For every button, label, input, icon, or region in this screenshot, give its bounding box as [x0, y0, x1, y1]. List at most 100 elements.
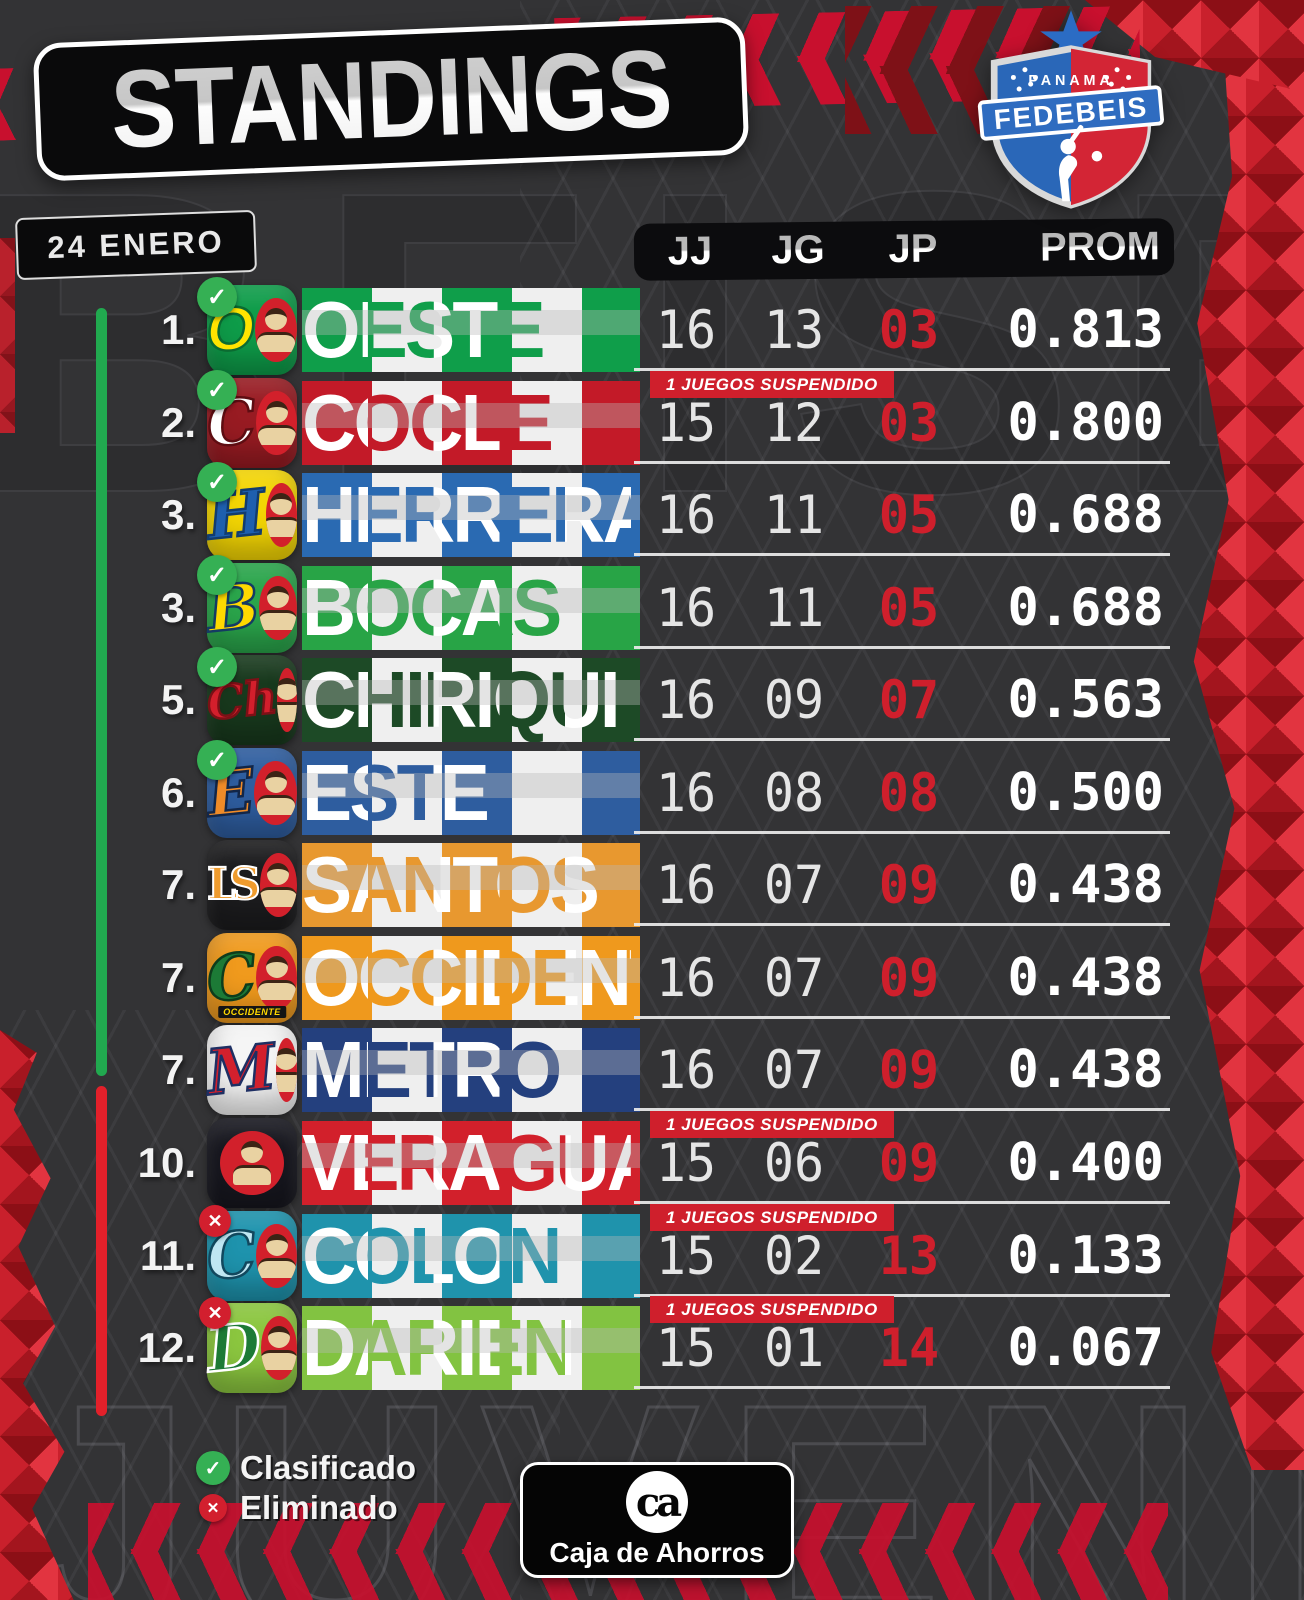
team-stats: 15 02 13 0.133	[634, 1210, 1174, 1302]
stat-jj: 16	[655, 762, 717, 824]
team-name-block: VERAGUAS	[302, 1121, 640, 1205]
stat-prom: 0.688	[1007, 578, 1164, 638]
rank-label: 11.	[139, 1232, 196, 1279]
team-stats: 16 07 09 0.438	[634, 1024, 1174, 1116]
team-name: SANTOS	[302, 843, 600, 927]
team-stats: 16 13 03 0.813	[634, 284, 1174, 376]
sponsor-logo-icon: ca	[626, 1471, 688, 1533]
team-name: OESTE	[302, 288, 546, 372]
team-name-block: METRO	[302, 1028, 640, 1112]
row-divider	[634, 738, 1170, 741]
rank-label: 12.	[137, 1324, 196, 1371]
veraguas-figure-icon	[255, 298, 297, 362]
check-icon: ✓	[197, 740, 237, 780]
stat-jp: 07	[878, 669, 940, 731]
stat-jp: 09	[878, 947, 940, 1009]
stat-jg: 08	[763, 762, 825, 824]
team-logo-letter: M	[202, 1028, 280, 1110]
stat-jp: 03	[878, 299, 940, 361]
stat-prom: 0.688	[1007, 485, 1164, 545]
team-logo-tile: O ✓	[197, 277, 297, 375]
table-row: 3. B ✓ BOCAS 16 11 05 0.688	[0, 555, 1304, 654]
veraguas-figure-icon	[265, 483, 297, 547]
stat-jj: 16	[655, 947, 717, 1009]
stat-jp: 09	[878, 854, 940, 916]
rank-label: 7.	[160, 861, 196, 908]
team-name-block: OESTE	[302, 288, 640, 372]
check-icon: ✓	[197, 555, 237, 595]
table-row: 7. LS SANTOS 16 07 09 0.438	[0, 839, 1304, 931]
rank-label: 3.	[160, 584, 196, 631]
team-logo-tile: B ✓	[197, 555, 297, 653]
title-box: STANDINGS	[32, 16, 750, 182]
stat-jp: 13	[878, 1225, 940, 1287]
team-name-block: COCLE	[302, 381, 640, 465]
team-logo-letter: LS	[206, 858, 262, 911]
team-logo-tile: E ✓	[197, 740, 297, 838]
stat-jg: 01	[763, 1317, 825, 1379]
veraguas-figure-icon	[259, 576, 297, 640]
table-row: 10. VERAGUAS 15 06 09 0.400 1 JUEGOS SUS…	[0, 1111, 1304, 1209]
stat-prom: 0.800	[1007, 393, 1164, 453]
check-icon: ✓	[196, 1451, 230, 1485]
team-name: OCCIDENTE	[302, 936, 640, 1020]
team-name-block: COLON	[302, 1214, 640, 1298]
row-divider	[634, 1386, 1170, 1389]
eliminated-zone-bar	[96, 1086, 107, 1416]
team-stats: 16 07 09 0.438	[634, 932, 1174, 1024]
red-mosaic-lefttop	[0, 238, 15, 433]
x-icon: ✕	[199, 1297, 231, 1329]
table-row: 3. H ✓ HERRERA 16 11 05 0.688	[0, 462, 1304, 561]
check-icon: ✓	[197, 462, 237, 502]
row-divider	[634, 646, 1170, 649]
stat-jg: 13	[763, 299, 825, 361]
table-row: 12. D ✕ DARIEN 15 01 14 0.067 1 JUEGOS S…	[0, 1296, 1304, 1394]
team-name: DARIEN	[302, 1306, 576, 1390]
stat-jg: 07	[763, 947, 825, 1009]
team-name: COLON	[302, 1214, 562, 1298]
row-divider	[634, 1108, 1170, 1111]
legend: ✓ Clasificado ✕ Eliminado	[196, 1448, 416, 1528]
batter-silhouette-icon	[1058, 124, 1103, 202]
stat-jg: 11	[763, 577, 825, 639]
veraguas-figure-icon	[277, 668, 297, 732]
stat-prom: 0.400	[1007, 1133, 1164, 1193]
rank-label: 7.	[160, 954, 196, 1001]
stat-jg: 06	[763, 1132, 825, 1194]
stat-prom: 0.133	[1007, 1226, 1164, 1286]
stat-jj: 15	[655, 1132, 717, 1194]
stat-jg: 07	[763, 1039, 825, 1101]
stat-jg: 09	[763, 669, 825, 731]
veraguas-figure-icon	[259, 853, 297, 917]
team-logo-tile: D ✕	[199, 1297, 297, 1393]
veraguas-figure-icon	[275, 1038, 297, 1102]
stat-jg: 02	[763, 1225, 825, 1287]
table-row: 1. O ✓ OESTE 16 13 03 0.813	[0, 277, 1304, 376]
team-name: HERRERA	[302, 473, 640, 557]
legend-eliminated: ✕ Eliminado	[196, 1488, 416, 1528]
team-name-block: SANTOS	[302, 843, 640, 927]
team-stats: 16 11 05 0.688	[634, 562, 1174, 654]
veraguas-figure-icon	[256, 946, 297, 1010]
star-icon	[1040, 10, 1102, 68]
stat-prom: 0.067	[1007, 1318, 1164, 1378]
table-row: 2. C ✓ COCLE 15 12 03 0.800 1 JUEGOS SUS…	[0, 370, 1304, 469]
team-name-block: CHIRIQUI	[302, 658, 640, 742]
row-divider	[634, 368, 1170, 371]
team-name: METRO	[302, 1028, 562, 1112]
stat-prom: 0.813	[1007, 300, 1164, 360]
tire-track-logo	[845, 6, 1080, 134]
stat-jj: 16	[655, 1039, 717, 1101]
team-name-block: ESTE	[302, 751, 640, 835]
team-logo-tile: H ✓	[197, 462, 297, 560]
legend-eliminated-label: Eliminado	[240, 1489, 398, 1526]
veraguas-figure-icon	[260, 1316, 297, 1380]
team-name: COCLE	[302, 381, 554, 465]
x-icon: ✕	[199, 1205, 231, 1237]
row-divider	[634, 1016, 1170, 1019]
stat-prom: 0.438	[1007, 855, 1164, 915]
stat-jj: 16	[655, 669, 717, 731]
stat-jg: 12	[763, 392, 825, 454]
fedebeis-logo: PANAMA FEDEBEIS	[977, 10, 1165, 209]
sponsor-name: Caja de Ahorros	[549, 1537, 765, 1568]
